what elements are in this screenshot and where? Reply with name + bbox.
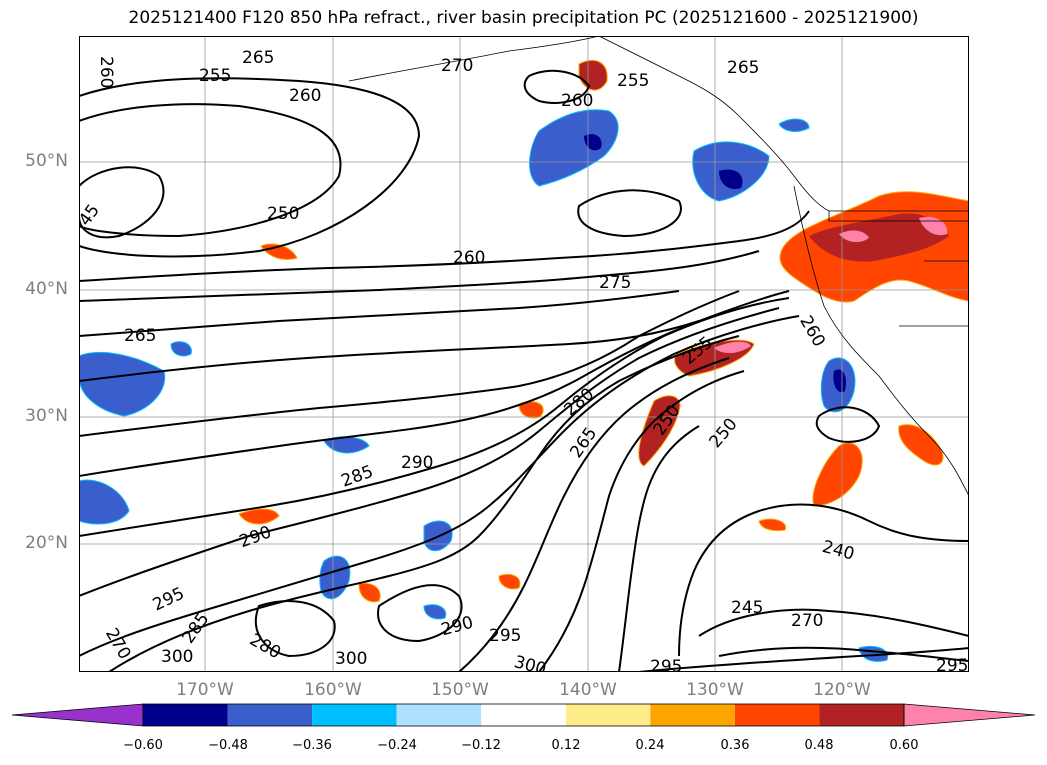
precip-positive-patch <box>839 230 869 243</box>
lon-label-140w: 140°W <box>559 680 617 700</box>
contour-label: 255 <box>199 66 231 86</box>
contour-label: 275 <box>599 273 631 293</box>
precip-negative-patch <box>778 118 810 132</box>
precip-negative-patch <box>170 341 192 357</box>
precip-negative-patch <box>719 169 743 190</box>
lat-label-30n: 30°N <box>25 406 68 426</box>
precip-positive-patch <box>714 341 751 354</box>
colorbar-tick: 0.12 <box>551 738 581 753</box>
precip-positive-patch <box>518 401 544 419</box>
map-frame <box>79 36 969 672</box>
colorbar-extend-max <box>903 703 1036 727</box>
colorbar-tick: 0.36 <box>720 738 750 753</box>
map-background <box>79 36 969 672</box>
precip-positive-patch <box>238 508 280 525</box>
precip-negative-patch <box>79 351 166 417</box>
contour-label: 260 <box>453 248 485 268</box>
lon-label-120w: 120°W <box>813 680 871 700</box>
contour-label: 260 <box>289 86 321 106</box>
precip-negative-patch <box>79 479 130 525</box>
contour-label: 270 <box>791 611 823 631</box>
contour-label: 300 <box>335 649 367 669</box>
colorbar-tick: −0.48 <box>208 738 248 753</box>
precip-negative-patch <box>423 604 447 620</box>
colorbar-tick: 0.60 <box>889 738 919 753</box>
colorbar-segment <box>481 704 566 726</box>
colorbar-segment <box>312 704 397 726</box>
colorbar-tick: −0.12 <box>461 738 501 753</box>
colorbar-tick: −0.60 <box>123 738 163 753</box>
precip-negative-patch <box>529 109 619 187</box>
colorbar-segment <box>227 704 313 726</box>
contour-label: 300 <box>512 652 549 672</box>
contour-label: 260 <box>561 91 593 111</box>
colorbar-segment <box>143 704 228 726</box>
lon-label-160w: 160°W <box>304 680 362 700</box>
contour-label: 260 <box>96 56 116 88</box>
precip-positive-patch <box>812 442 863 507</box>
precip-negative-patch <box>833 369 847 393</box>
colorbar-extend-min <box>11 703 144 727</box>
contour-label: 245 <box>731 598 763 618</box>
contour-label: 265 <box>727 58 759 78</box>
contour-label: 295 <box>489 626 521 646</box>
contour-label: 300 <box>161 647 193 667</box>
precip-positive-patch <box>758 518 787 532</box>
contour-label: 250 <box>267 204 299 224</box>
contour-label: 265 <box>124 326 156 346</box>
colorbar-tick: −0.24 <box>377 738 417 753</box>
colorbar-segment <box>819 704 904 726</box>
precip-shading <box>79 59 969 662</box>
lat-label-40n: 40°N <box>25 279 68 299</box>
precip-positive-patch <box>919 216 948 236</box>
lon-label-170w: 170°W <box>176 680 234 700</box>
lat-label-20n: 20°N <box>25 533 68 553</box>
colorbar-segments <box>11 703 1036 727</box>
lon-label-150w: 150°W <box>431 680 489 700</box>
colorbar-segment <box>396 704 482 726</box>
colorbar-tick: 0.48 <box>804 738 834 753</box>
colorbar-segment <box>565 704 651 726</box>
coastline <box>348 36 969 497</box>
refractivity-contours <box>79 69 969 672</box>
precip-positive-patch <box>809 213 949 262</box>
colorbar-tick: −0.36 <box>292 738 332 753</box>
map-panel: 260 265 255 260 270 255 265 260 45 250 2… <box>79 36 969 672</box>
lat-label-50n: 50°N <box>25 151 68 171</box>
map-title: 2025121400 F120 850 hPa refract., river … <box>128 8 919 28</box>
contour-label: 265 <box>242 48 274 68</box>
precip-positive-patch <box>898 424 944 466</box>
colorbar <box>11 703 1036 727</box>
contour-label: 290 <box>401 453 433 473</box>
contour-label: 270 <box>441 56 473 76</box>
colorbar-tick: 0.24 <box>635 738 665 753</box>
colorbar-segment <box>734 704 820 726</box>
colorbar-frame <box>142 703 905 727</box>
colorbar-segment <box>650 704 735 726</box>
contour-label: 255 <box>617 71 649 91</box>
precip-positive-patch <box>358 582 381 603</box>
precip-positive-patch <box>638 395 681 467</box>
contour-label: 295 <box>650 657 682 672</box>
precip-positive-patch <box>498 574 521 590</box>
lon-label-130w: 130°W <box>686 680 744 700</box>
contour-label: 295 <box>936 656 968 672</box>
